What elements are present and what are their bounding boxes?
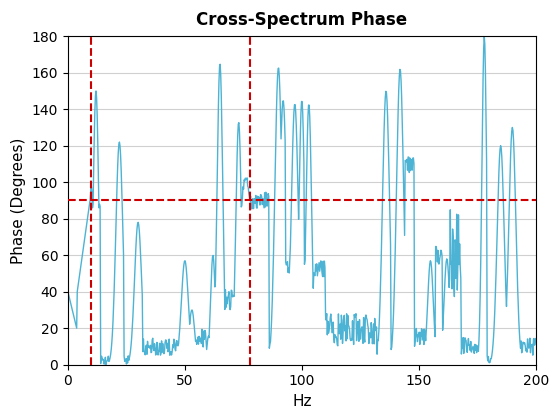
Title: Cross-Spectrum Phase: Cross-Spectrum Phase <box>196 11 407 29</box>
Y-axis label: Phase (Degrees): Phase (Degrees) <box>11 137 26 264</box>
X-axis label: Hz: Hz <box>292 394 311 409</box>
